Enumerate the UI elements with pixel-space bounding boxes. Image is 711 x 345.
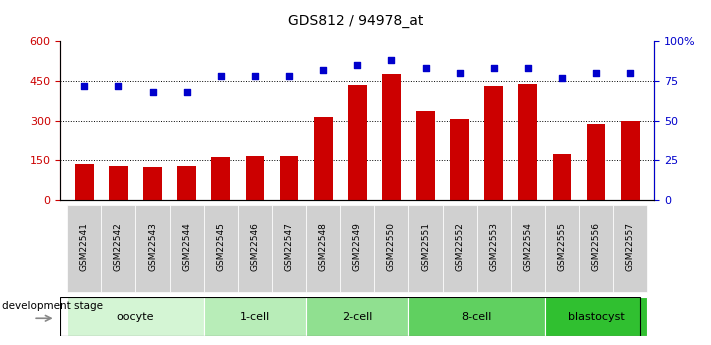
Bar xyxy=(177,166,196,200)
Text: 1-cell: 1-cell xyxy=(240,312,270,322)
Bar xyxy=(136,205,170,292)
Text: GSM22552: GSM22552 xyxy=(455,222,464,271)
Text: GSM22544: GSM22544 xyxy=(182,222,191,271)
Bar xyxy=(545,297,647,336)
Bar xyxy=(484,86,503,200)
Bar xyxy=(545,205,579,292)
Point xyxy=(590,70,602,76)
Text: GSM22555: GSM22555 xyxy=(557,222,567,271)
Text: GSM22550: GSM22550 xyxy=(387,222,396,271)
Bar xyxy=(341,205,374,292)
Bar xyxy=(621,121,640,200)
Bar xyxy=(245,156,264,200)
Bar xyxy=(476,205,510,292)
Point xyxy=(419,66,431,71)
Point xyxy=(147,89,159,95)
Text: GSM22546: GSM22546 xyxy=(250,222,260,271)
Text: GSM22543: GSM22543 xyxy=(148,222,157,271)
Text: GSM22549: GSM22549 xyxy=(353,222,362,271)
Bar xyxy=(75,164,94,200)
Bar xyxy=(68,205,102,292)
Bar xyxy=(143,167,162,200)
Bar xyxy=(306,205,341,292)
Point xyxy=(181,89,193,95)
Bar xyxy=(211,157,230,200)
Point xyxy=(556,75,567,81)
Text: GSM22542: GSM22542 xyxy=(114,222,123,271)
Point xyxy=(215,73,227,79)
Bar xyxy=(109,166,128,200)
Bar xyxy=(613,205,647,292)
Bar xyxy=(238,205,272,292)
Text: GSM22547: GSM22547 xyxy=(284,222,294,271)
Bar xyxy=(68,297,204,336)
Bar xyxy=(587,124,606,200)
Bar xyxy=(442,205,476,292)
Point xyxy=(624,70,636,76)
Bar xyxy=(552,154,572,200)
Point xyxy=(79,83,90,89)
Bar xyxy=(204,297,306,336)
Bar xyxy=(450,119,469,200)
Bar xyxy=(416,111,435,200)
Text: GSM22556: GSM22556 xyxy=(592,222,601,271)
Text: development stage: development stage xyxy=(2,301,103,311)
Text: GSM22548: GSM22548 xyxy=(319,222,328,271)
Text: GSM22553: GSM22553 xyxy=(489,222,498,271)
Bar xyxy=(408,297,545,336)
Text: GSM22551: GSM22551 xyxy=(421,222,430,271)
Bar xyxy=(279,156,299,200)
Text: blastocyst: blastocyst xyxy=(568,312,624,322)
Bar xyxy=(170,205,204,292)
Bar xyxy=(272,205,306,292)
Text: GSM22554: GSM22554 xyxy=(523,222,533,271)
Bar xyxy=(204,205,238,292)
Bar xyxy=(579,205,613,292)
Point xyxy=(522,66,533,71)
Bar xyxy=(510,205,545,292)
Point xyxy=(250,73,261,79)
Text: oocyte: oocyte xyxy=(117,312,154,322)
Point xyxy=(284,73,295,79)
Bar xyxy=(348,85,367,200)
Text: GSM22557: GSM22557 xyxy=(626,222,635,271)
Point xyxy=(318,67,329,73)
Point xyxy=(488,66,499,71)
Bar xyxy=(408,205,442,292)
Point xyxy=(385,58,397,63)
Text: GSM22545: GSM22545 xyxy=(216,222,225,271)
Text: 2-cell: 2-cell xyxy=(342,312,373,322)
Point xyxy=(454,70,465,76)
Bar xyxy=(102,205,136,292)
Text: GDS812 / 94978_at: GDS812 / 94978_at xyxy=(288,14,423,28)
Point xyxy=(113,83,124,89)
Bar xyxy=(374,205,408,292)
Bar xyxy=(518,84,538,200)
Bar xyxy=(314,117,333,200)
Text: GSM22541: GSM22541 xyxy=(80,222,89,271)
Bar xyxy=(306,297,408,336)
Bar xyxy=(382,74,401,200)
Text: 8-cell: 8-cell xyxy=(461,312,492,322)
Point xyxy=(351,62,363,68)
